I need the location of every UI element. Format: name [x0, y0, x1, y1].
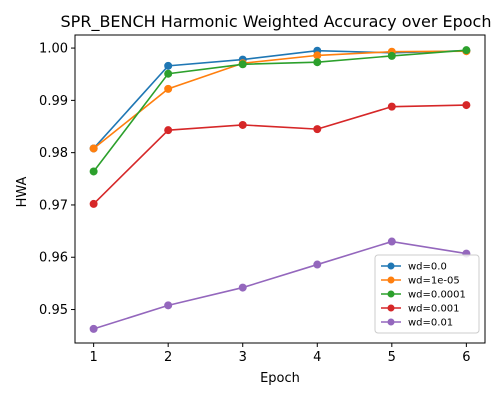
series-line: [93, 104, 467, 205]
legend-marker: [387, 318, 395, 326]
series-line: [93, 240, 467, 330]
data-point: [238, 120, 247, 129]
legend-label: wd=0.0001: [408, 290, 466, 301]
data-point: [164, 126, 173, 135]
data-point: [313, 51, 322, 60]
series-line: [93, 50, 467, 150]
x-axis-label: Epoch: [260, 371, 300, 386]
y-tick-label: 0.96: [39, 251, 68, 266]
legend-label: wd=1e-05: [408, 276, 460, 287]
chart-title: SPR_BENCH Harmonic Weighted Accuracy ove…: [61, 12, 492, 32]
data-point: [89, 199, 98, 208]
legend: wd=0.0 wd=1e-05 wd=0.0001 wd=0.001 wd=0.01: [374, 254, 480, 334]
x-tick-label: 5: [388, 350, 396, 365]
legend-label: wd=0.001: [408, 304, 460, 315]
data-point: [238, 60, 247, 69]
legend-label: wd=0.0: [408, 262, 447, 273]
legend-marker: [387, 290, 395, 298]
y-tick-label: 0.99: [39, 94, 68, 109]
legend-box: [374, 254, 480, 334]
y-tick-label: 0.98: [39, 146, 68, 161]
data-point: [313, 260, 322, 269]
series-line: [93, 49, 467, 150]
data-point: [89, 167, 98, 176]
x-tick-label: 6: [462, 350, 470, 365]
data-point: [387, 102, 396, 111]
x-tick-label: 2: [164, 350, 172, 365]
data-point: [164, 84, 173, 93]
data-point: [462, 101, 471, 110]
data-point: [164, 301, 173, 310]
data-point: [164, 61, 173, 70]
x-tick-label: 1: [89, 350, 97, 365]
x-tick-label: 3: [239, 350, 247, 365]
data-point: [387, 51, 396, 60]
x-tick-label: 4: [313, 350, 321, 365]
data-point: [89, 324, 98, 333]
data-point: [462, 46, 471, 55]
series-line: [93, 49, 467, 172]
plot-frame: [74, 34, 486, 344]
data-point: [164, 69, 173, 78]
data-point: [313, 58, 322, 67]
y-tick-label: 1.00: [39, 42, 68, 57]
legend-marker: [387, 304, 395, 312]
legend-marker: [387, 262, 395, 270]
y-axis-label: HWA: [15, 176, 30, 207]
legend-marker: [387, 276, 395, 284]
y-tick-label: 0.95: [39, 303, 68, 318]
data-point: [313, 125, 322, 134]
data-point: [89, 144, 98, 153]
y-tick-label: 0.97: [39, 198, 68, 213]
legend-label: wd=0.01: [408, 318, 453, 329]
data-point: [387, 237, 396, 246]
data-point: [238, 283, 247, 292]
